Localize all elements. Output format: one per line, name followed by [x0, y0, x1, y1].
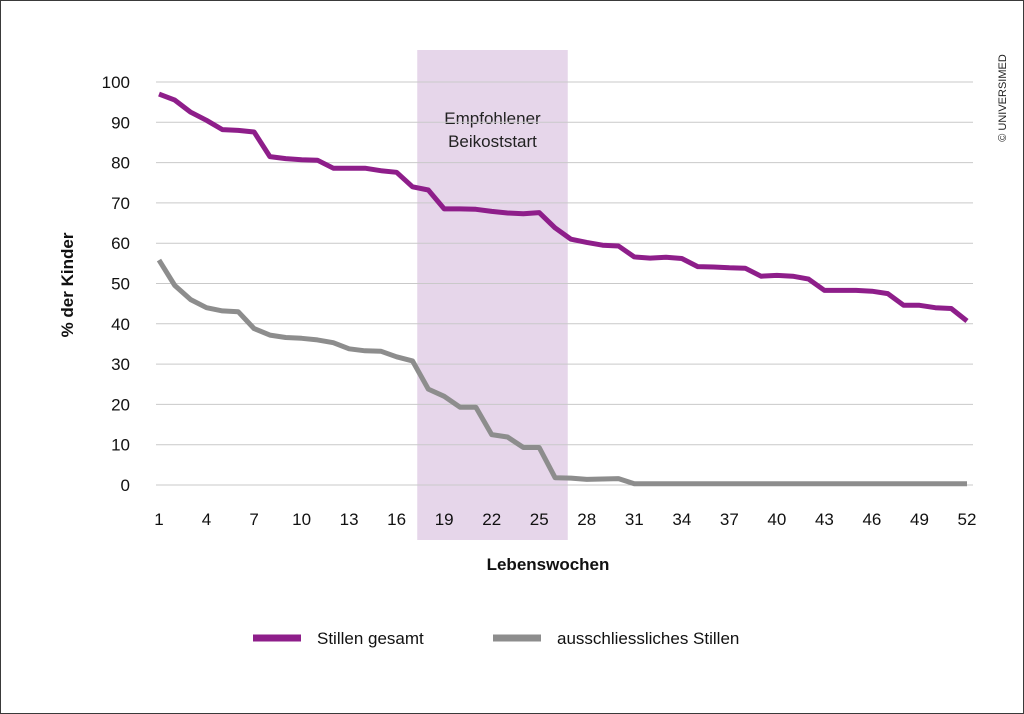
y-tick-10: 10	[111, 436, 130, 455]
y-tick-30: 30	[111, 355, 130, 374]
x-tick-1: 1	[154, 510, 163, 529]
x-tick-22: 22	[482, 510, 501, 529]
legend-label-ausschliessliches-stillen: ausschliessliches Stillen	[557, 629, 739, 648]
band-label-line1: Empfohlener	[444, 109, 541, 128]
legend-label-stillen-gesamt: Stillen gesamt	[317, 629, 424, 648]
y-axis-title: % der Kinder	[58, 232, 77, 337]
x-tick-28: 28	[577, 510, 596, 529]
band-label-line2: Beikoststart	[448, 132, 537, 151]
y-tick-100: 100	[102, 73, 130, 92]
x-tick-19: 19	[435, 510, 454, 529]
x-tick-31: 31	[625, 510, 644, 529]
x-tick-37: 37	[720, 510, 739, 529]
x-tick-40: 40	[767, 510, 786, 529]
x-axis-title: Lebenswochen	[487, 555, 610, 574]
y-axis-ticks: 0 10 20 30 40 50 60 70 80 90 100	[102, 73, 130, 495]
y-tick-40: 40	[111, 315, 130, 334]
y-tick-80: 80	[111, 154, 130, 173]
x-tick-13: 13	[340, 510, 359, 529]
y-tick-60: 60	[111, 234, 130, 253]
series-line-ausschliessliches-stillen	[156, 258, 967, 487]
x-tick-46: 46	[862, 510, 881, 529]
y-tick-20: 20	[111, 395, 130, 414]
x-tick-4: 4	[202, 510, 211, 529]
x-tick-52: 52	[958, 510, 977, 529]
series-lines	[156, 91, 969, 487]
x-tick-16: 16	[387, 510, 406, 529]
gridlines	[156, 81, 973, 486]
y-tick-0: 0	[121, 476, 130, 495]
series-line-stillen-gesamt	[158, 91, 969, 323]
y-tick-70: 70	[111, 194, 130, 213]
x-tick-34: 34	[672, 510, 691, 529]
x-axis-ticks: 1 4 7 10 13 16 19 22 25 28 31 34 37 40 43 46 49 52	[154, 510, 976, 529]
x-tick-25: 25	[530, 510, 549, 529]
y-tick-50: 50	[111, 275, 130, 294]
copyright-notice: © UNIVERSIMED	[997, 54, 1009, 142]
x-tick-43: 43	[815, 510, 834, 529]
x-tick-49: 49	[910, 510, 929, 529]
x-tick-10: 10	[292, 510, 311, 529]
y-tick-90: 90	[111, 113, 130, 132]
x-tick-7: 7	[249, 510, 258, 529]
